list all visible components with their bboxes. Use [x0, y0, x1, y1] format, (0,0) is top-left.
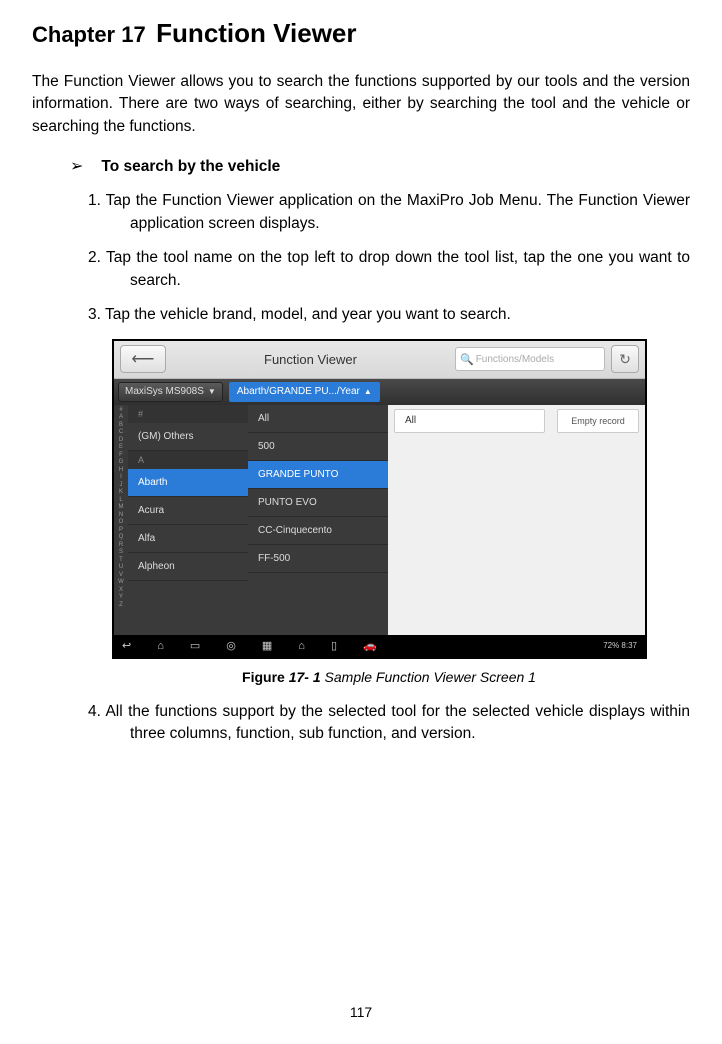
search-input[interactable]: 🔍 Functions/Models — [455, 347, 605, 371]
brand-item[interactable]: (GM) Others — [128, 423, 248, 451]
back-button[interactable]: ⟵ — [120, 345, 166, 373]
chevron-up-icon: ▲ — [364, 387, 372, 396]
camera-icon[interactable]: ◎ — [226, 639, 236, 652]
bullet-arrow-icon: ➢ — [70, 156, 83, 176]
section-heading: ➢ To search by the vehicle — [70, 156, 690, 176]
back-icon[interactable]: ↩ — [122, 639, 131, 652]
history-button[interactable]: ↻ — [611, 345, 639, 373]
model-item[interactable]: All — [248, 405, 388, 433]
steps-list-continued: 4. All the functions support by the sele… — [88, 701, 690, 746]
breadcrumb-dropdown[interactable]: Abarth/GRANDE PU.../Year ▲ — [229, 382, 380, 402]
figure-label: Figure — [242, 669, 289, 685]
ss-title: Function Viewer — [166, 352, 455, 367]
house-icon[interactable]: ⌂ — [298, 640, 305, 652]
year-column: All — [388, 405, 551, 635]
search-icon: 🔍 — [460, 353, 474, 366]
chapter-title: Function Viewer — [156, 18, 356, 48]
chevron-down-icon: ▼ — [208, 387, 216, 396]
chapter-number: Chapter 17 — [32, 22, 146, 47]
record-column: Empty record — [551, 405, 645, 635]
intro-paragraph: The Function Viewer allows you to search… — [32, 71, 690, 138]
home-icon[interactable]: ⌂ — [157, 640, 164, 652]
step-4: 4. All the functions support by the sele… — [88, 701, 690, 746]
tool-dropdown-label: MaxiSys MS908S — [125, 386, 204, 397]
ss-header-bar: ⟵ Function Viewer 🔍 Functions/Models ↻ — [114, 341, 645, 379]
grid-icon[interactable]: ▦ — [262, 639, 272, 652]
steps-list: 1. Tap the Function Viewer application o… — [88, 190, 690, 326]
year-item[interactable]: All — [394, 409, 545, 433]
alpha-index[interactable]: #ABCDEFGHIJKLMNOPQRSTUVWXYZ — [114, 405, 128, 635]
figure-caption: Figure 17- 1 Sample Function Viewer Scre… — [88, 669, 690, 685]
status-text: 72% 8:37 — [603, 641, 637, 650]
chapter-header: Chapter 17 Function Viewer — [32, 18, 690, 49]
figure-description: Sample Function Viewer Screen 1 — [321, 669, 536, 685]
brand-item[interactable]: Alfa — [128, 525, 248, 553]
brand-column: # (GM) Others A Abarth Acura Alfa Alpheo… — [128, 405, 248, 635]
letter-heading: # — [128, 405, 248, 423]
figure-screenshot: ⟵ Function Viewer 🔍 Functions/Models ↻ M… — [112, 339, 647, 659]
figure-number: 17- 1 — [289, 669, 321, 685]
step-1: 1. Tap the Function Viewer application o… — [88, 190, 690, 235]
ss-body: #ABCDEFGHIJKLMNOPQRSTUVWXYZ # (GM) Other… — [114, 405, 645, 635]
step-2: 2. Tap the tool name on the top left to … — [88, 247, 690, 292]
letter-heading: A — [128, 451, 248, 469]
tool-dropdown[interactable]: MaxiSys MS908S ▼ — [118, 382, 223, 402]
search-placeholder: Functions/Models — [476, 354, 554, 365]
car-icon[interactable]: 🚗 — [363, 639, 377, 652]
model-item[interactable]: FF-500 — [248, 545, 388, 573]
model-item-selected[interactable]: GRANDE PUNTO — [248, 461, 388, 489]
ss-toolbar: MaxiSys MS908S ▼ Abarth/GRANDE PU.../Yea… — [114, 379, 645, 405]
brand-item[interactable]: Alpheon — [128, 553, 248, 581]
apps-icon[interactable]: ▭ — [190, 639, 200, 652]
screenshot-mock: ⟵ Function Viewer 🔍 Functions/Models ↻ M… — [112, 339, 647, 659]
section-label: To search by the vehicle — [101, 158, 280, 176]
breadcrumb-label: Abarth/GRANDE PU.../Year — [237, 386, 360, 397]
brand-item-selected[interactable]: Abarth — [128, 469, 248, 497]
model-column: All 500 GRANDE PUNTO PUNTO EVO CC-Cinque… — [248, 405, 388, 635]
ss-navbar: ↩ ⌂ ▭ ◎ ▦ ⌂ ▯ 🚗 72% 8:37 — [114, 635, 645, 657]
record-item[interactable]: Empty record — [557, 409, 639, 433]
vci-icon[interactable]: ▯ — [331, 639, 337, 652]
model-item[interactable]: PUNTO EVO — [248, 489, 388, 517]
page-number: 117 — [0, 1004, 722, 1020]
model-item[interactable]: CC-Cinquecento — [248, 517, 388, 545]
step-3: 3. Tap the vehicle brand, model, and yea… — [88, 304, 690, 326]
model-item[interactable]: 500 — [248, 433, 388, 461]
brand-item[interactable]: Acura — [128, 497, 248, 525]
